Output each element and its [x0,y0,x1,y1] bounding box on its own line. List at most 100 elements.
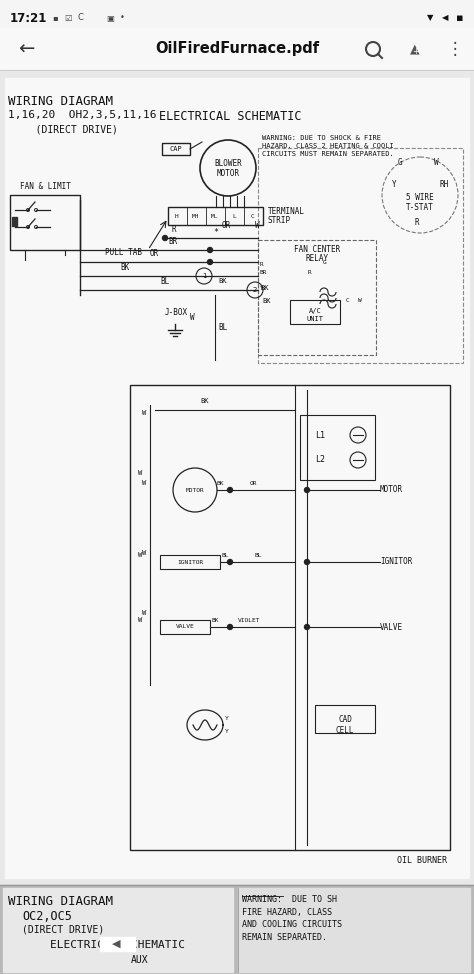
Circle shape [304,488,310,493]
Text: CAP: CAP [170,146,182,152]
Text: Y: Y [392,180,397,189]
Circle shape [208,247,212,252]
Text: UNIT: UNIT [307,316,323,322]
Text: C: C [346,298,350,303]
Text: BK: BK [260,285,268,291]
Text: ML: ML [211,213,219,218]
Text: RH: RH [440,180,449,189]
Text: W: W [142,610,146,616]
Text: IGNITOR: IGNITOR [177,559,203,565]
Text: TERMINAL: TERMINAL [268,207,305,216]
Circle shape [228,624,233,629]
Text: W: W [142,410,146,416]
Text: ▣: ▣ [106,14,114,22]
Text: ELECTRICAL SCHEMATIC: ELECTRICAL SCHEMATIC [159,110,301,123]
Text: MH: MH [192,213,200,218]
Text: H: H [175,213,179,218]
Bar [0,28,474,70]
Text: CAD: CAD [338,715,352,724]
Text: OR: OR [150,249,159,258]
Text: ▪: ▪ [52,14,58,22]
Text: ◀: ◀ [112,939,120,949]
Bar [160,555,220,569]
Text: BK: BK [120,263,129,272]
Bar [100,937,135,951]
Bar [300,415,375,480]
Text: BL: BL [255,553,263,558]
Text: W: W [434,158,438,167]
Text: 2: 2 [253,287,257,293]
Text: BK: BK [262,298,271,304]
Text: C: C [77,14,83,22]
Circle shape [304,624,310,629]
Text: (DIRECT DRIVE): (DIRECT DRIVE) [22,924,104,934]
Bar [0,885,474,974]
Bar [160,620,210,634]
Bar [315,705,375,733]
Text: WARNING: DUE TO SHOCK & FIRE
HAZARD. CLASS 2 HEATING & COOLI
CIRCUITS MUST REMAI: WARNING: DUE TO SHOCK & FIRE HAZARD. CLA… [262,135,394,157]
Bar [0,0,474,28]
Text: 1: 1 [202,273,206,279]
Text: BK: BK [217,481,225,486]
Text: OIL BURNER: OIL BURNER [397,856,447,865]
Circle shape [208,259,212,265]
Text: W: W [255,221,260,230]
Circle shape [304,559,310,565]
Text: R: R [308,270,312,275]
Text: OilFiredFurnace.pdf: OilFiredFurnace.pdf [155,42,319,56]
Text: BR: BR [168,237,177,246]
Text: ◀: ◀ [442,14,448,22]
Text: MOTOR: MOTOR [217,169,239,178]
Text: W: W [358,298,362,303]
Text: OC2,OC5: OC2,OC5 [22,910,72,923]
Text: Y: Y [225,716,229,721]
Bar [0,70,474,885]
Text: L2: L2 [315,456,325,465]
Text: (DIRECT DRIVE): (DIRECT DRIVE) [18,124,118,134]
Text: FAN CENTER: FAN CENTER [294,245,340,254]
Text: BK: BK [212,618,219,623]
Text: OR: OR [250,481,257,486]
Text: •: • [119,14,125,22]
Text: ▲: ▲ [410,43,420,56]
Text: T-STAT: T-STAT [406,203,434,211]
Text: G: G [398,158,402,167]
Text: WIRING DIAGRAM: WIRING DIAGRAM [8,95,113,108]
Text: Y: Y [260,286,264,291]
Bar [162,143,190,155]
Text: RELAY: RELAY [305,254,328,263]
Bar [258,240,376,355]
Bar [10,195,80,250]
Text: 5 WIRE: 5 WIRE [406,193,434,202]
Text: ELECTRICAL SCHEMATIC: ELECTRICAL SCHEMATIC [51,940,185,950]
Bar [168,207,263,225]
Text: PULL TAB: PULL TAB [105,248,142,257]
Text: BK: BK [200,398,209,404]
Text: CELL: CELL [336,726,354,735]
Text: G: G [323,260,327,265]
Text: R: R [172,225,177,234]
Text: ▪: ▪ [456,13,464,23]
Text: BL: BL [222,553,229,558]
Text: W: W [142,480,146,486]
Text: *: * [213,228,219,237]
Text: IGNITOR: IGNITOR [380,557,412,567]
Text: WIRING DIAGRAM: WIRING DIAGRAM [8,895,113,908]
Bar [238,888,470,972]
Bar [5,78,469,878]
Text: AUX: AUX [131,955,149,965]
Text: ⋮: ⋮ [447,40,463,58]
Bar [258,148,463,363]
Circle shape [228,488,233,493]
Bar [3,888,233,972]
Text: BL: BL [160,277,169,286]
Text: L1: L1 [315,431,325,439]
Text: W: W [138,470,142,476]
Text: ☑: ☑ [64,14,72,22]
Circle shape [228,559,233,565]
Text: FAN & LIMIT: FAN & LIMIT [19,182,71,191]
Text: VALVE: VALVE [176,624,194,629]
Text: 1,16,20  OH2,3,5,11,16: 1,16,20 OH2,3,5,11,16 [8,110,156,120]
Text: +: + [412,48,419,56]
Text: MOTOR: MOTOR [186,488,204,493]
